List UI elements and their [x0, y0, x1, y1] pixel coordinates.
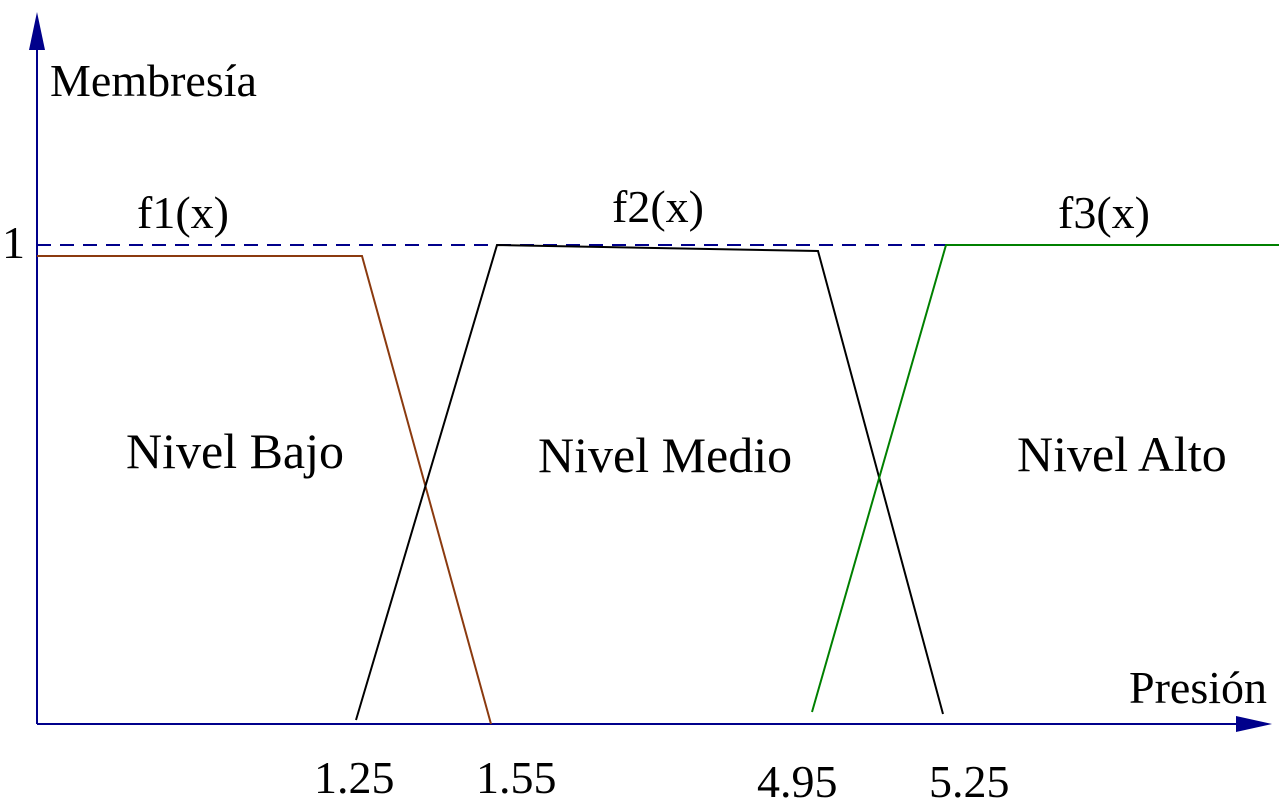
x-tick-label-1-25: 1.25	[314, 752, 395, 801]
y-axis-label: Membresía	[50, 55, 257, 106]
region-label-medium: Nivel Medio	[538, 427, 792, 483]
f3-label: f3(x)	[1058, 187, 1150, 238]
f2-label: f2(x)	[612, 181, 704, 232]
y-axis-arrowhead	[29, 12, 45, 50]
f1-label: f1(x)	[137, 187, 229, 238]
x-axis-label: Presión	[1129, 662, 1267, 713]
y-tick-label-one: 1	[2, 217, 25, 268]
x-tick-label-1-55: 1.55	[476, 752, 557, 801]
region-label-low: Nivel Bajo	[126, 423, 344, 479]
f2-membership-curve	[355, 243, 944, 721]
x-tick-label-4-95: 4.95	[757, 756, 838, 801]
region-label-high: Nivel Alto	[1017, 426, 1227, 482]
x-tick-label-5-25: 5.25	[929, 756, 1010, 801]
f3-membership-curve	[811, 244, 1279, 713]
x-axis-arrowhead	[1236, 716, 1272, 732]
f1-membership-curve	[37, 255, 492, 725]
